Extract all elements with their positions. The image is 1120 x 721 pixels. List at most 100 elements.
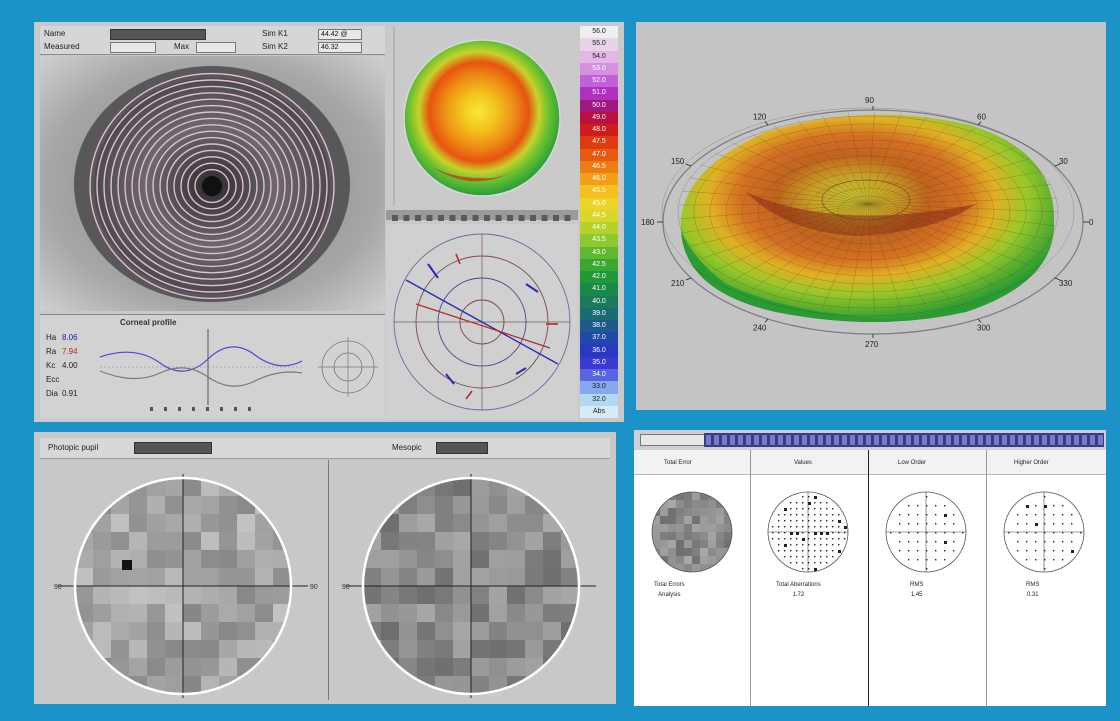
photopic-field[interactable] bbox=[134, 442, 212, 454]
map-pixel bbox=[183, 532, 201, 550]
map-pixel bbox=[381, 496, 399, 514]
progress-tick bbox=[986, 435, 991, 445]
grid-dot bbox=[796, 538, 798, 540]
grid-dot bbox=[1053, 532, 1055, 534]
map-pixel bbox=[543, 568, 561, 586]
map-pixel bbox=[724, 500, 732, 508]
map-pixel bbox=[255, 496, 273, 514]
panel-caption-3: RMS 0.31 bbox=[1026, 582, 1040, 598]
grid-dot bbox=[778, 538, 780, 540]
mesh-spoke bbox=[714, 203, 869, 271]
map-pixel bbox=[543, 532, 561, 550]
map-pixel bbox=[417, 622, 435, 640]
map-pixel bbox=[676, 540, 684, 548]
grid-dot bbox=[790, 526, 792, 528]
grid-dot bbox=[832, 526, 834, 528]
grid-dot bbox=[790, 508, 792, 510]
mesh-spoke bbox=[682, 203, 869, 233]
grid-dot bbox=[838, 526, 840, 528]
map-pixel bbox=[724, 532, 732, 540]
map-pixel bbox=[183, 676, 201, 694]
map-pixel bbox=[525, 568, 543, 586]
map-pixel bbox=[668, 524, 676, 532]
toolbar-tick bbox=[403, 215, 410, 221]
map-pixel bbox=[668, 500, 676, 508]
map-pixel bbox=[363, 658, 381, 676]
mesopic-field[interactable] bbox=[436, 442, 488, 454]
progress-tick bbox=[938, 435, 943, 445]
grid-dot bbox=[820, 508, 822, 510]
grid-dot bbox=[926, 523, 928, 525]
aberrometry-selector[interactable] bbox=[640, 434, 706, 446]
progress-tick bbox=[970, 435, 975, 445]
grid-dot bbox=[926, 496, 928, 498]
grid-dot bbox=[1053, 541, 1055, 543]
progress-tick bbox=[754, 435, 759, 445]
map-pixel bbox=[708, 500, 716, 508]
grid-dot bbox=[784, 532, 786, 534]
grid-dot bbox=[820, 544, 822, 546]
profile-row-value-1: 7.94 bbox=[62, 347, 78, 356]
grid-dot bbox=[796, 562, 798, 564]
map-pixel bbox=[183, 568, 201, 586]
progress-tick bbox=[906, 435, 911, 445]
mesh-spoke bbox=[772, 125, 869, 205]
map-pixel bbox=[399, 640, 417, 658]
grid-dot bbox=[838, 538, 840, 540]
map-pixel bbox=[453, 478, 471, 496]
max-field bbox=[196, 42, 236, 53]
map-pixel bbox=[692, 500, 700, 508]
angle-tick bbox=[764, 318, 769, 323]
grid-dot bbox=[802, 532, 804, 534]
grid-dot bbox=[1062, 541, 1064, 543]
grid-dot bbox=[820, 532, 823, 535]
grid-dot bbox=[1044, 532, 1046, 534]
grid-dot bbox=[814, 520, 816, 522]
map-pixel bbox=[489, 514, 507, 532]
name-field[interactable] bbox=[110, 29, 206, 40]
progress-tick bbox=[866, 435, 871, 445]
map-pixel bbox=[684, 564, 692, 572]
grid-dot bbox=[953, 523, 955, 525]
mesh-spoke bbox=[714, 153, 869, 205]
map-pixel bbox=[165, 478, 183, 496]
grid-dot bbox=[1044, 541, 1046, 543]
map-pixel bbox=[435, 586, 453, 604]
mesh-spoke bbox=[867, 203, 975, 296]
name-label: Name bbox=[44, 29, 66, 38]
map-pixel bbox=[111, 622, 129, 640]
grid-dot bbox=[796, 508, 798, 510]
map-pixel bbox=[668, 516, 676, 524]
aberrometry-header bbox=[634, 430, 1106, 450]
map-pixel bbox=[255, 676, 273, 694]
toolbar-tick bbox=[507, 215, 513, 221]
divider-c bbox=[986, 450, 987, 706]
map-pixel bbox=[165, 514, 183, 532]
map-pixel bbox=[453, 604, 471, 622]
map-pixel bbox=[183, 604, 201, 622]
map-pixel bbox=[684, 500, 692, 508]
placido-ring bbox=[110, 92, 314, 280]
map-pixel bbox=[165, 586, 183, 604]
grid-dot bbox=[1026, 532, 1028, 534]
map-pixel bbox=[201, 658, 219, 676]
grid-dot bbox=[926, 550, 928, 552]
grid-dot bbox=[935, 505, 937, 507]
map-pixel bbox=[716, 492, 724, 500]
legend-cell: 42.0 bbox=[580, 271, 618, 284]
angle-tick bbox=[685, 277, 692, 281]
grayscale-header: Photopic pupil Mesopic bbox=[40, 438, 610, 459]
progress-tick bbox=[834, 435, 839, 445]
mesh-spoke bbox=[867, 203, 996, 287]
profile-row-label-3: Ecc bbox=[46, 375, 60, 384]
grid-dot bbox=[1062, 505, 1064, 507]
grid-dot bbox=[962, 532, 964, 534]
grid-dot bbox=[944, 523, 946, 525]
map-pixel bbox=[183, 640, 201, 658]
progress-tick bbox=[1002, 435, 1007, 445]
map-pixel bbox=[676, 556, 684, 564]
grid-dot bbox=[772, 538, 774, 540]
angle-label: 240 bbox=[753, 324, 767, 333]
map-pixel bbox=[399, 604, 417, 622]
grid-dot bbox=[1053, 505, 1055, 507]
